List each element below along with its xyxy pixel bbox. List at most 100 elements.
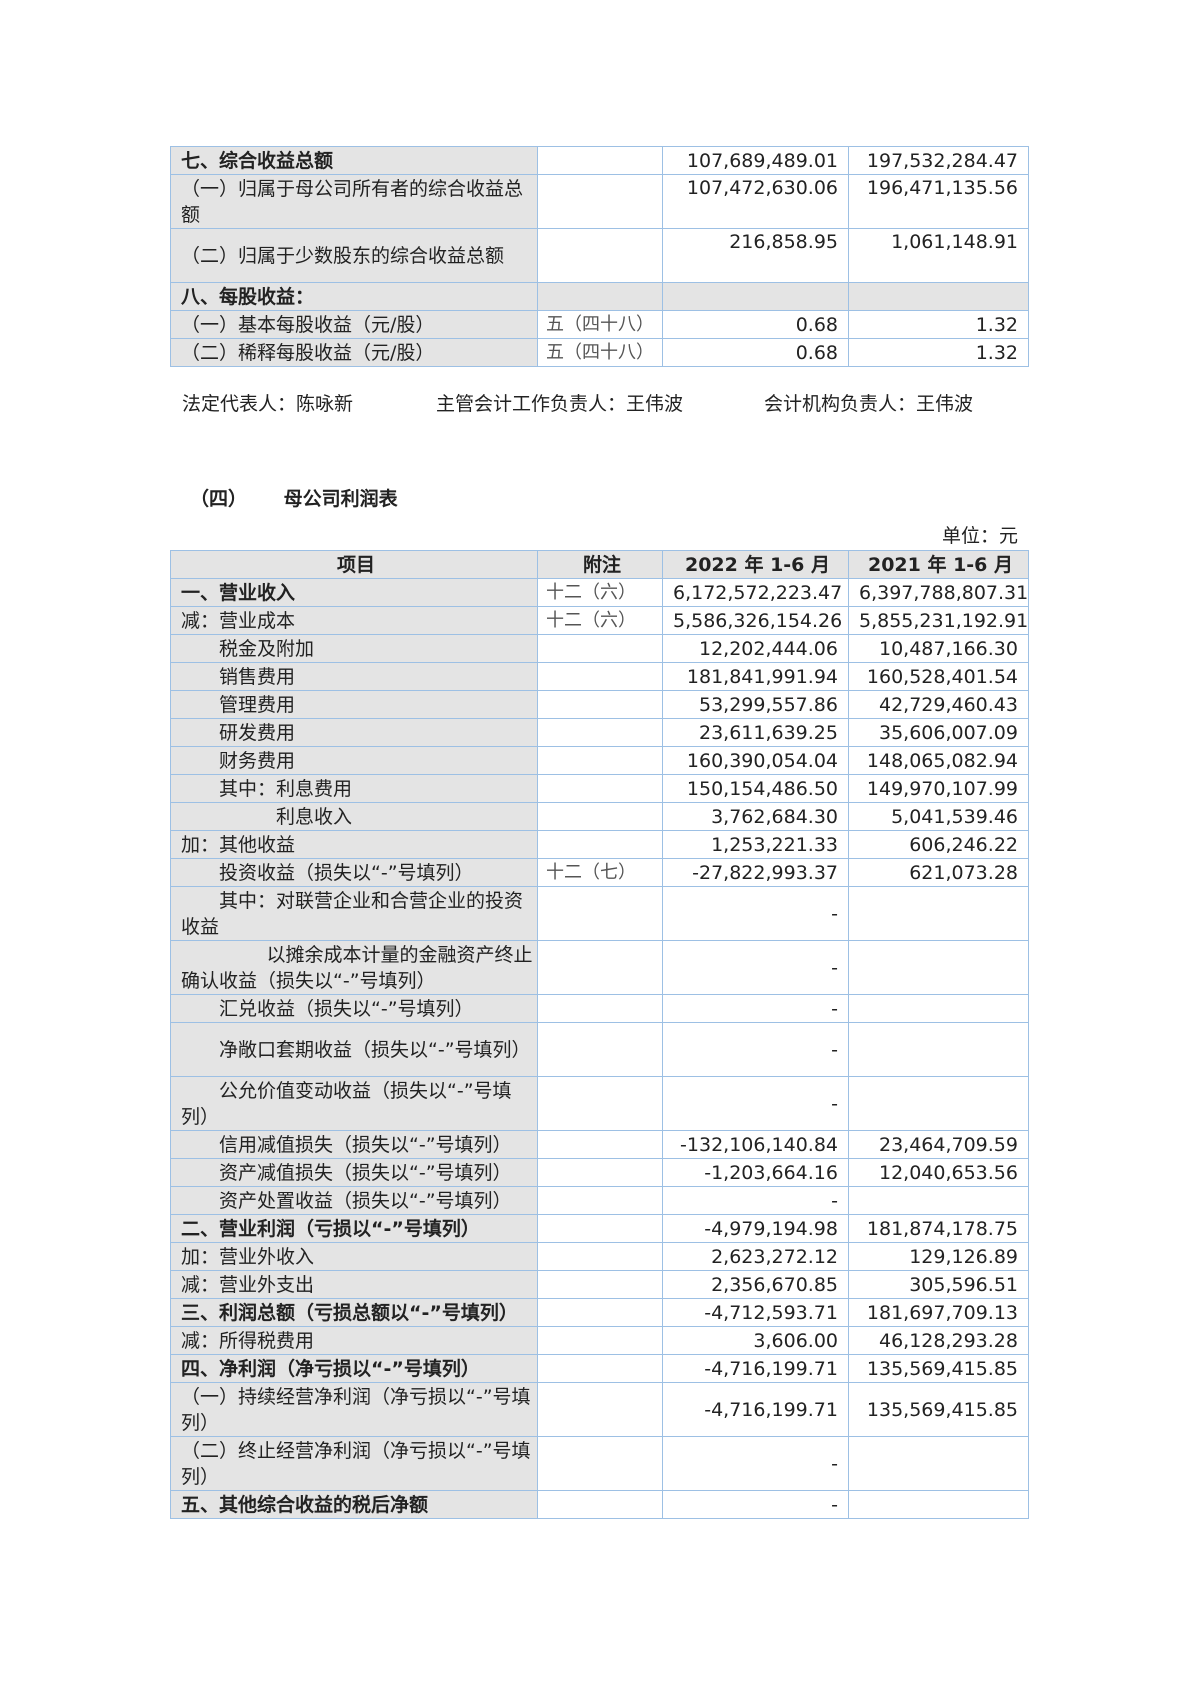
row-note bbox=[537, 718, 663, 747]
value-2022: -1,203,664.16 bbox=[662, 1158, 849, 1187]
row-label: 减：营业成本 bbox=[170, 606, 538, 635]
value-2021: 23,464,709.59 bbox=[848, 1130, 1029, 1159]
value-2022: 107,689,489.01 bbox=[662, 146, 849, 175]
row-label: 减：所得税费用 bbox=[170, 1326, 538, 1355]
table-row: 三、利润总额（亏损总额以“-”号填列） -4,712,593.71 181,697,… bbox=[170, 1298, 1029, 1327]
table-row: 其中：对联营企业和合营企业的投资收益 - bbox=[170, 886, 1029, 941]
row-note: 五（四十八） bbox=[537, 338, 663, 367]
value-2021 bbox=[848, 994, 1029, 1023]
section-heading: （四） 母公司利润表 bbox=[190, 485, 1028, 513]
value-2022: - bbox=[662, 1076, 849, 1131]
value-2021: 160,528,401.54 bbox=[848, 662, 1029, 691]
value-2021: 305,596.51 bbox=[848, 1270, 1029, 1299]
value-2021 bbox=[848, 282, 1029, 311]
row-label: （一）基本每股收益（元/股） bbox=[170, 310, 538, 339]
table-row: 其中：利息费用 150,154,486.50 149,970,107.99 bbox=[170, 774, 1029, 803]
row-note bbox=[537, 746, 663, 775]
row-label: 以摊余成本计量的金融资产终止确认收益（损失以“-”号填列） bbox=[170, 940, 538, 995]
value-2022: - bbox=[662, 940, 849, 995]
table-row: （一）基本每股收益（元/股） 五（四十八） 0.68 1.32 bbox=[170, 310, 1029, 339]
row-label: 加：营业外收入 bbox=[170, 1242, 538, 1271]
value-2022: 160,390,054.04 bbox=[662, 746, 849, 775]
row-note bbox=[537, 1158, 663, 1187]
value-2022: 1,253,221.33 bbox=[662, 830, 849, 859]
value-2022: 216,858.95 bbox=[662, 228, 849, 283]
row-note bbox=[537, 830, 663, 859]
row-note bbox=[537, 228, 663, 283]
row-note bbox=[537, 146, 663, 175]
row-label: 加：其他收益 bbox=[170, 830, 538, 859]
row-note bbox=[537, 1076, 663, 1131]
row-label: 信用减值损失（损失以“-”号填列） bbox=[170, 1130, 538, 1159]
row-label: 三、利润总额（亏损总额以“-”号填列） bbox=[170, 1298, 538, 1327]
row-label: 税金及附加 bbox=[170, 634, 538, 663]
legal-representative: 法定代表人：陈咏新 bbox=[182, 393, 354, 415]
value-2021: 46,128,293.28 bbox=[848, 1326, 1029, 1355]
row-note bbox=[537, 1022, 663, 1077]
table-row: 加：其他收益 1,253,221.33 606,246.22 bbox=[170, 830, 1029, 859]
row-label: 投资收益（损失以“-”号填列） bbox=[170, 858, 538, 887]
table-row: 七、综合收益总额 107,689,489.01 197,532,284.47 bbox=[170, 146, 1029, 175]
value-2022: -4,716,199.71 bbox=[662, 1382, 849, 1437]
header-2021: 2021 年 1-6 月 bbox=[848, 550, 1029, 579]
value-2021: 181,697,709.13 bbox=[848, 1298, 1029, 1327]
row-label: 四、净利润（净亏损以“-”号填列） bbox=[170, 1354, 538, 1383]
table-row: 净敞口套期收益（损失以“-”号填列） - bbox=[170, 1022, 1029, 1077]
value-2021 bbox=[848, 1022, 1029, 1077]
value-2021 bbox=[848, 1076, 1029, 1131]
table-row: 投资收益（损失以“-”号填列） 十二（七） -27,822,993.37 621,07… bbox=[170, 858, 1029, 887]
section-title: 母公司利润表 bbox=[283, 488, 398, 510]
row-label: 二、营业利润（亏损以“-”号填列） bbox=[170, 1214, 538, 1243]
row-note bbox=[537, 1298, 663, 1327]
table-row: 利息收入 3,762,684.30 5,041,539.46 bbox=[170, 802, 1029, 831]
value-2022: - bbox=[662, 1022, 849, 1077]
value-2022: 6,172,572,223.47 bbox=[662, 578, 849, 607]
row-note bbox=[537, 1436, 663, 1491]
value-2022: - bbox=[662, 1186, 849, 1215]
row-label: 研发费用 bbox=[170, 718, 538, 747]
value-2021 bbox=[848, 940, 1029, 995]
table-row: （二）稀释每股收益（元/股） 五（四十八） 0.68 1.32 bbox=[170, 338, 1029, 367]
value-2022: 3,606.00 bbox=[662, 1326, 849, 1355]
value-2022: -4,716,199.71 bbox=[662, 1354, 849, 1383]
row-label: 净敞口套期收益（损失以“-”号填列） bbox=[170, 1022, 538, 1077]
value-2021: 1,061,148.91 bbox=[848, 228, 1029, 283]
table-row: 减：所得税费用 3,606.00 46,128,293.28 bbox=[170, 1326, 1029, 1355]
row-label: （一）归属于母公司所有者的综合收益总额 bbox=[170, 174, 538, 229]
row-note bbox=[537, 690, 663, 719]
row-note bbox=[537, 1270, 663, 1299]
row-note bbox=[537, 662, 663, 691]
row-note bbox=[537, 774, 663, 803]
value-2021: 149,970,107.99 bbox=[848, 774, 1029, 803]
table-row: 一、营业收入 十二（六） 6,172,572,223.47 6,397,788,807… bbox=[170, 578, 1029, 607]
value-2022: -4,979,194.98 bbox=[662, 1214, 849, 1243]
row-note bbox=[537, 994, 663, 1023]
value-2022: 107,472,630.06 bbox=[662, 174, 849, 229]
value-2022 bbox=[662, 282, 849, 311]
table-row: 资产减值损失（损失以“-”号填列） -1,203,664.16 12,040,653… bbox=[170, 1158, 1029, 1187]
value-2021: 1.32 bbox=[848, 338, 1029, 367]
value-2022: -4,712,593.71 bbox=[662, 1298, 849, 1327]
row-note bbox=[537, 940, 663, 995]
table-row: （二）终止经营净利润（净亏损以“-”号填列） - bbox=[170, 1436, 1029, 1491]
consolidated-income-table-tail: 七、综合收益总额 107,689,489.01 197,532,284.47 （一）归… bbox=[170, 146, 1029, 367]
row-label: （二）终止经营净利润（净亏损以“-”号填列） bbox=[170, 1436, 538, 1491]
table-row: 汇兑收益（损失以“-”号填列） - bbox=[170, 994, 1029, 1023]
table-row: 以摊余成本计量的金融资产终止确认收益（损失以“-”号填列） - bbox=[170, 940, 1029, 995]
value-2022: - bbox=[662, 994, 849, 1023]
value-2021 bbox=[848, 1436, 1029, 1491]
row-label: （二）稀释每股收益（元/股） bbox=[170, 338, 538, 367]
value-2021: 12,040,653.56 bbox=[848, 1158, 1029, 1187]
value-2022: - bbox=[662, 1436, 849, 1491]
row-note bbox=[537, 802, 663, 831]
row-note bbox=[537, 1490, 663, 1519]
row-label: 资产减值损失（损失以“-”号填列） bbox=[170, 1158, 538, 1187]
row-note bbox=[537, 886, 663, 941]
row-note bbox=[537, 1130, 663, 1159]
value-2022: 0.68 bbox=[662, 310, 849, 339]
value-2021: 621,073.28 bbox=[848, 858, 1029, 887]
unit-label: 单位：元 bbox=[941, 525, 1018, 547]
value-2021: 10,487,166.30 bbox=[848, 634, 1029, 663]
value-2021: 42,729,460.43 bbox=[848, 690, 1029, 719]
value-2022: 53,299,557.86 bbox=[662, 690, 849, 719]
